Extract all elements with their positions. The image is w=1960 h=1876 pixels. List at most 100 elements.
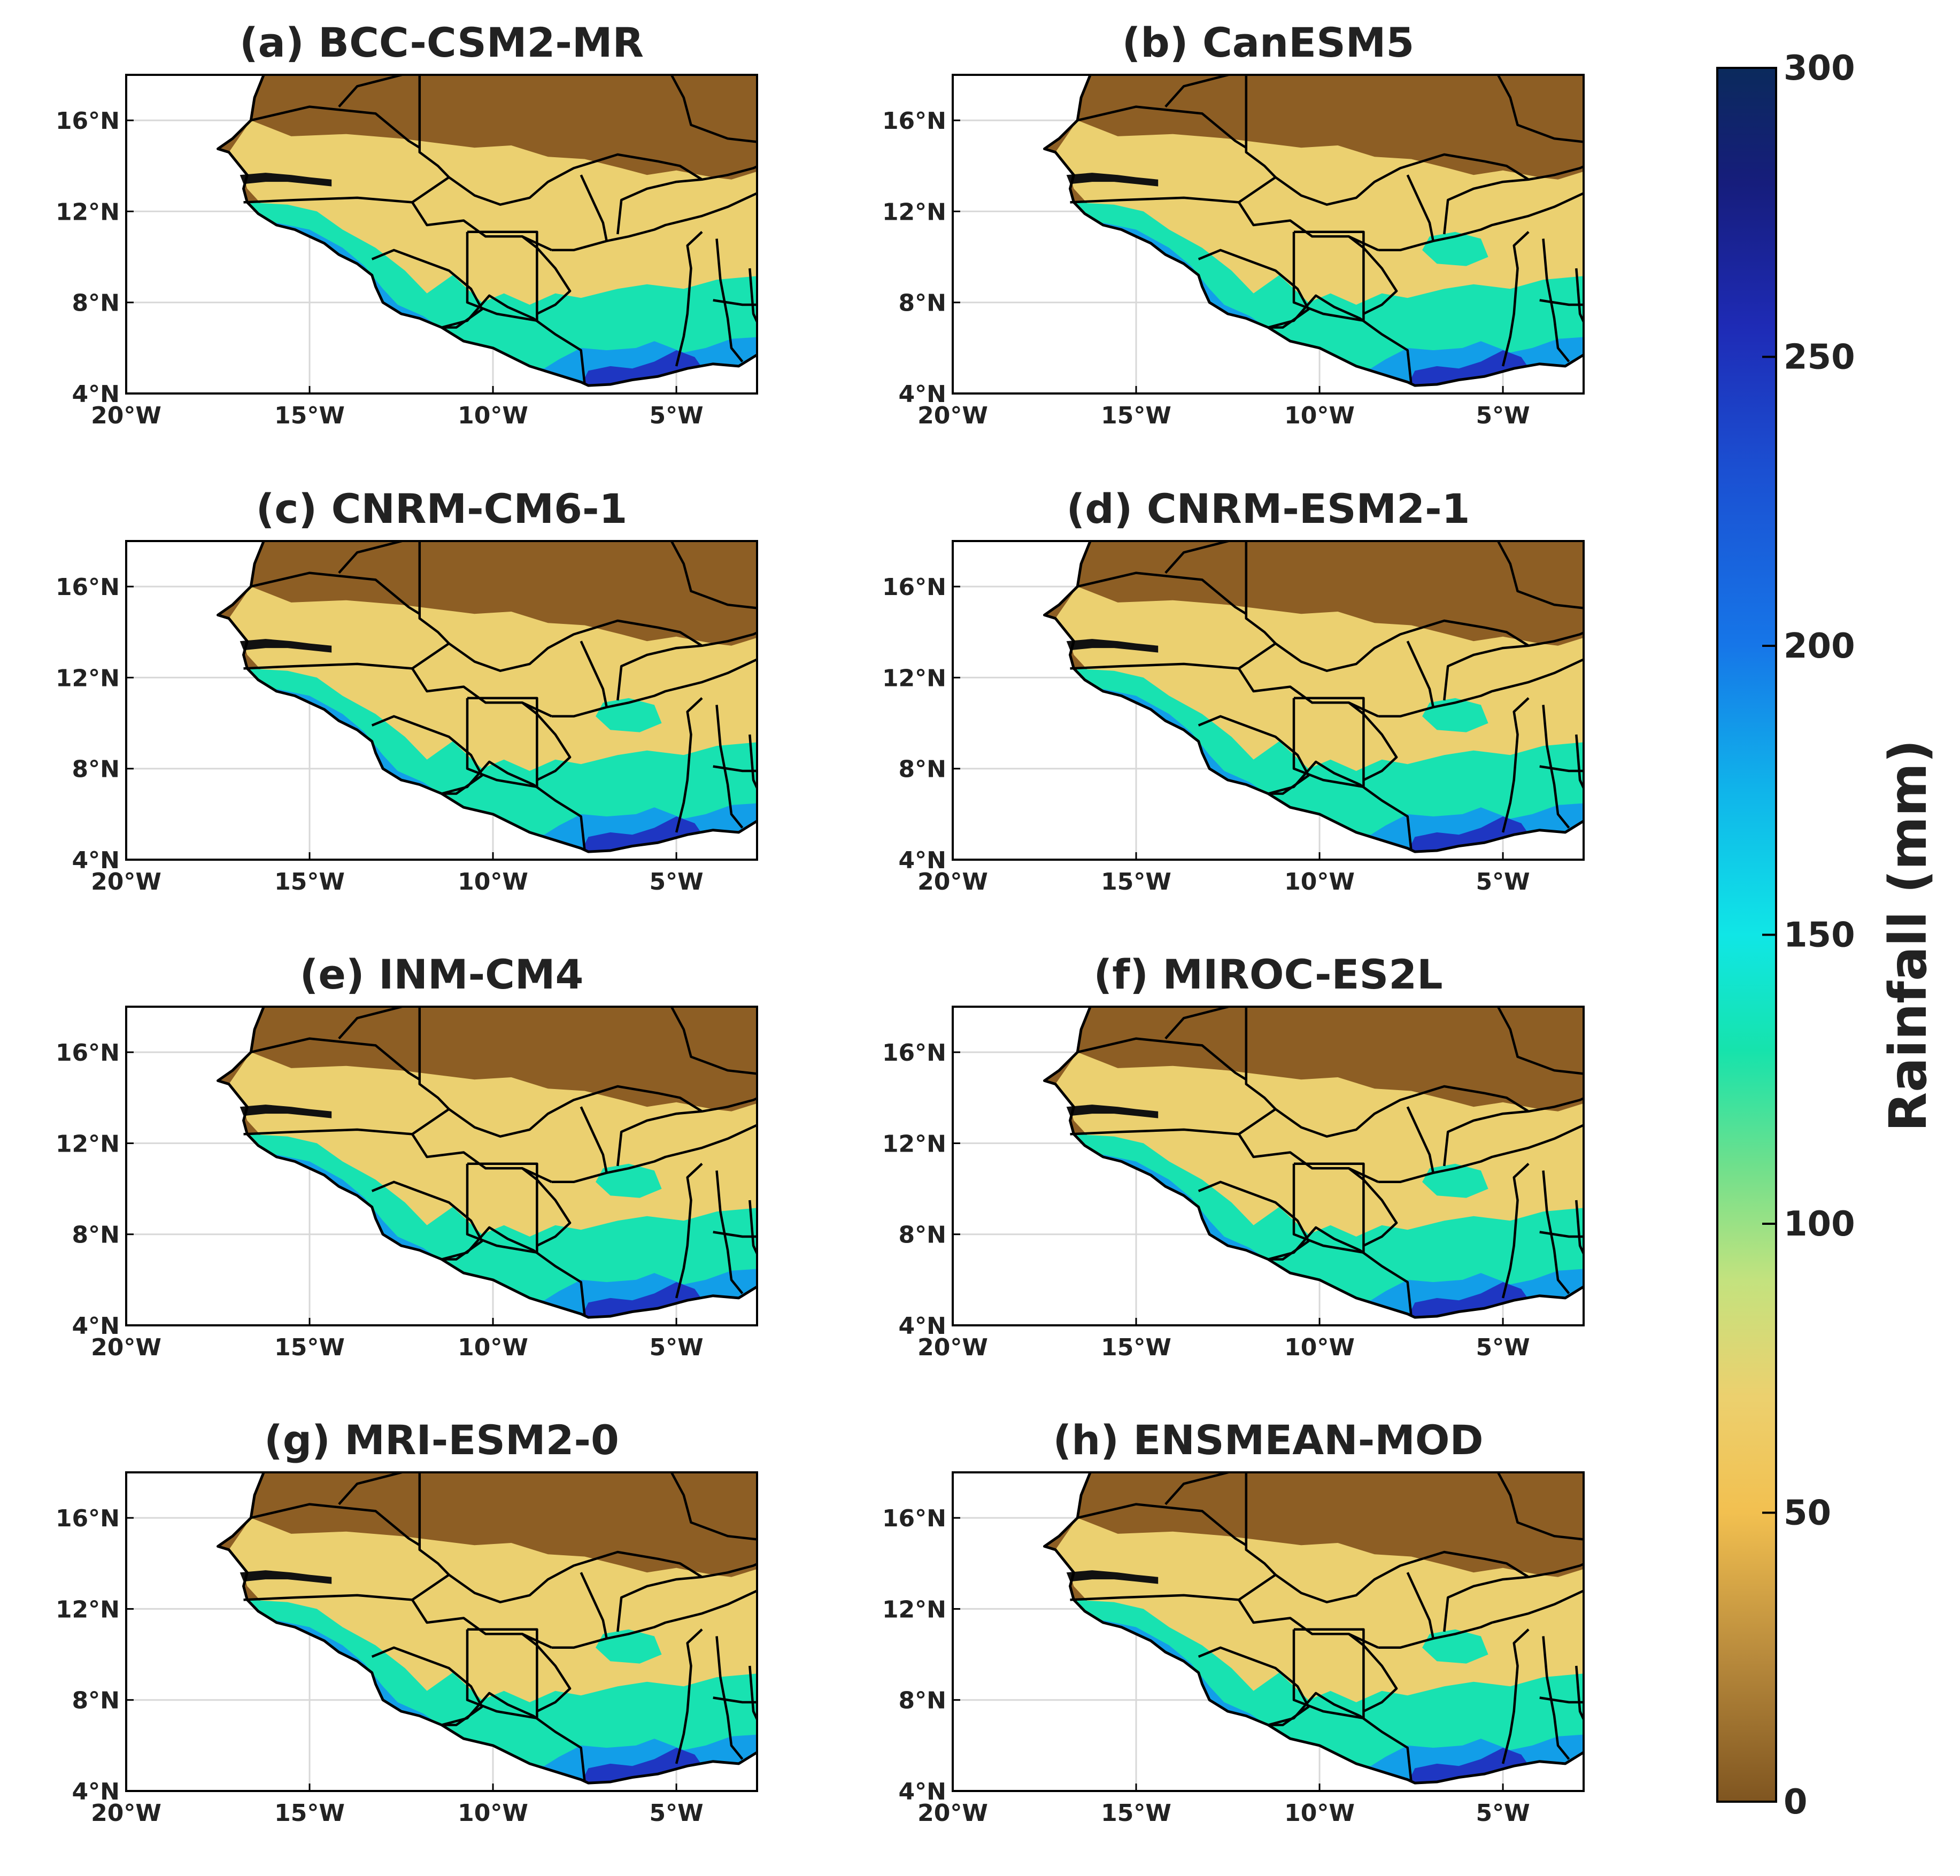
lat-tick-label: 12°N (56, 1130, 120, 1157)
lat-tick-label: 12°N (56, 198, 120, 226)
border-line (715, 238, 744, 362)
map-frame (125, 1471, 758, 1792)
map-area (126, 1007, 757, 1325)
map-panel-h: (h) ENSMEAN-MOD 16°N 12°N 8°N 4°N20°W 15°W 10°… (882, 1416, 1585, 1827)
border-line (1070, 662, 1239, 670)
lat-tick-label: 16°N (56, 574, 120, 601)
map-area (126, 75, 757, 393)
map-panel-a: (a) BCC-CSM2-MR 16°N 12°N 8°N 4°N20°W 15°W 10°… (56, 19, 758, 429)
lat-tick-label: 8°N (72, 1687, 120, 1715)
lat-tick-label: 8°N (899, 756, 946, 783)
border-line (1501, 1163, 1530, 1299)
lat-tick-label: 16°N (882, 1039, 946, 1067)
border-line (748, 734, 757, 791)
border-line (466, 697, 538, 789)
border-line (1542, 1636, 1570, 1760)
country-borders (217, 1472, 757, 1785)
zone-semi-arid (229, 120, 757, 312)
border-line (250, 105, 420, 149)
panel-title: (f) MIROC-ES2L (1093, 951, 1442, 998)
border-line (675, 1628, 703, 1764)
lon-tick-label: 5°W (1476, 868, 1530, 895)
border-line (616, 178, 703, 235)
gambia-river (240, 173, 332, 187)
border-line (1198, 715, 1310, 795)
border-line (411, 1472, 450, 1601)
gambia-river (1066, 1570, 1159, 1584)
lon-tick-label: 10°W (1284, 868, 1355, 895)
border-line (243, 196, 413, 204)
border-line (1406, 1572, 1434, 1639)
border-line (675, 697, 703, 833)
border-line (441, 1226, 586, 1317)
coastline (1043, 1007, 1584, 1319)
lon-tick-label: 15°W (1101, 1334, 1171, 1361)
border-line (1070, 1594, 1239, 1601)
border-line (675, 231, 703, 367)
map-frame (952, 1471, 1585, 1792)
country-borders (1043, 541, 1584, 853)
border-line (670, 75, 757, 143)
map-area (953, 1007, 1584, 1325)
border-line (441, 760, 586, 851)
border-line (371, 1180, 483, 1261)
map-panel-c: (c) CNRM-CM6-1 16°N 12°N 8°N 4°N20°W 15°W 10°W… (56, 485, 758, 895)
border-line (715, 705, 744, 829)
lat-tick-label: 12°N (882, 1596, 946, 1623)
map-panel-e: (e) INM-CM4 16°N 12°N 8°N 4°N20°W 15°W 10°W 5°W (56, 951, 758, 1361)
border-line (411, 1007, 450, 1136)
border-line (1198, 1646, 1310, 1726)
border-line (521, 235, 572, 315)
border-line (371, 249, 483, 329)
border-line (1238, 75, 1277, 204)
lat-tick-label: 12°N (56, 665, 120, 692)
lon-tick-label: 5°W (649, 1334, 703, 1361)
border-line (1501, 231, 1530, 367)
panel-title: (g) MRI-ESM2-0 (264, 1416, 619, 1464)
lon-tick-label: 10°W (458, 1334, 528, 1361)
border-line (748, 1200, 757, 1257)
border-line (1378, 192, 1584, 252)
border-line (250, 1037, 420, 1081)
border-line (670, 1472, 757, 1541)
border-line (1542, 1170, 1570, 1294)
border-line (1070, 1128, 1239, 1136)
coastline (217, 1472, 757, 1785)
map-area (953, 541, 1584, 860)
lon-tick-label: 5°W (649, 868, 703, 895)
border-line (551, 658, 757, 718)
lat-tick-label: 4°N (899, 381, 946, 408)
border-line (713, 299, 757, 306)
lat-tick-label: 12°N (882, 665, 946, 692)
colorbar-tick-label: 200 (1784, 627, 1855, 666)
border-line (448, 619, 757, 672)
border-line (371, 715, 483, 795)
border-line (1378, 1124, 1584, 1184)
coastline (1043, 1472, 1584, 1785)
lon-tick-label: 15°W (1101, 868, 1171, 895)
lat-tick-label: 4°N (72, 1778, 120, 1805)
lat-tick-label: 8°N (72, 756, 120, 783)
lat-tick-label: 16°N (56, 1039, 120, 1067)
gambia-river (1066, 639, 1159, 653)
gambia-river (240, 1105, 332, 1118)
lon-tick-label: 15°W (274, 1334, 345, 1361)
panel-title: (a) BCC-CSM2-MR (240, 19, 644, 66)
lon-tick-label: 5°W (1476, 402, 1530, 429)
border-line (1406, 174, 1434, 242)
colorbar-tick-label: 250 (1784, 338, 1855, 377)
lat-tick-label: 4°N (899, 1778, 946, 1805)
lat-tick-label: 4°N (899, 1313, 946, 1340)
map-area (953, 75, 1584, 393)
border-line (250, 1503, 420, 1547)
border-line (1496, 541, 1584, 609)
border-line (1496, 1472, 1584, 1541)
lon-tick-label: 15°W (1101, 1800, 1171, 1827)
border-line (1292, 1162, 1365, 1254)
coastline (1043, 541, 1584, 853)
coastline (217, 541, 757, 853)
country-borders (1043, 1007, 1584, 1319)
panel-title: (b) CanESM5 (1122, 19, 1415, 66)
lon-tick-label: 20°W (91, 1800, 161, 1827)
border-line (1542, 238, 1570, 362)
